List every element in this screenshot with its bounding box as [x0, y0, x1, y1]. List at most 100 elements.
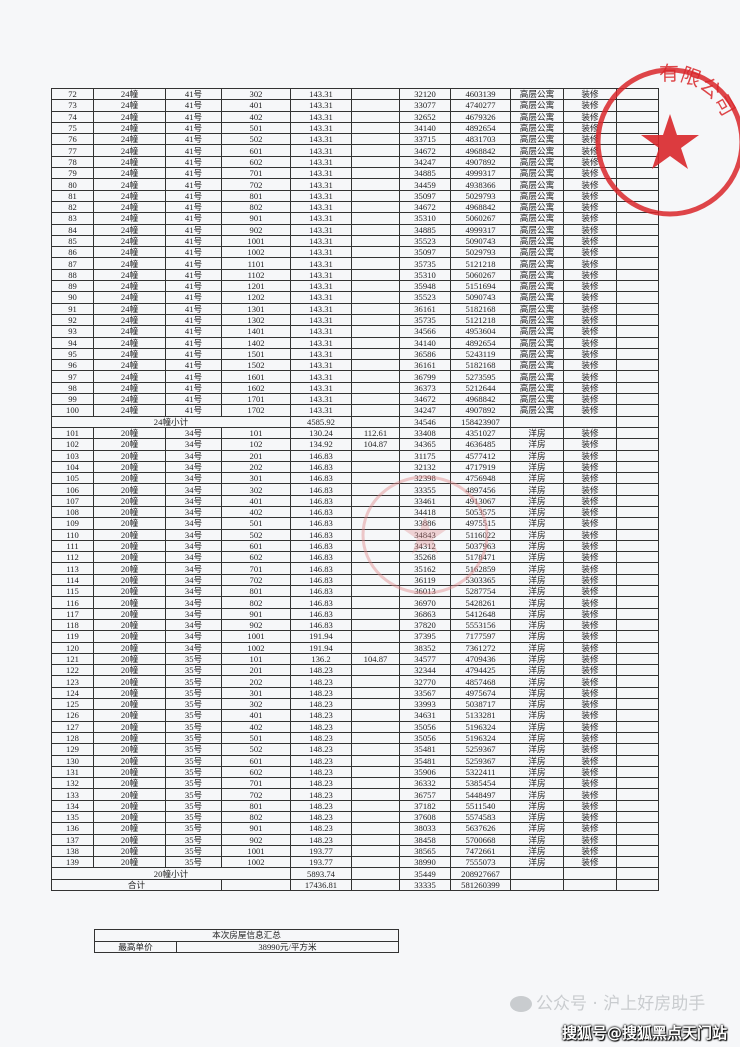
table-row: 118 20幢 34号 902 146.83 37820 5553156 洋房 装修	[51, 618, 659, 632]
building-cell: 20幢	[93, 472, 166, 485]
room-number-cell: 702	[221, 573, 291, 587]
secondary-area-cell	[351, 121, 400, 135]
unit-price-cell: 38033	[399, 822, 451, 835]
secondary-area-cell	[351, 280, 400, 293]
building-cell: 20幢	[93, 799, 166, 813]
secondary-area-cell: 104.87	[351, 438, 400, 451]
property-type-cell: 洋房	[510, 494, 564, 507]
building-cell: 20幢	[93, 528, 166, 541]
unit-price-cell: 32344	[399, 664, 451, 677]
room-number-cell: 401	[221, 99, 291, 112]
room-number-cell: 501	[221, 517, 291, 530]
building-cell: 24幢	[93, 223, 166, 236]
area-cell: 146.83	[290, 460, 352, 474]
area-cell: 143.31	[290, 302, 352, 315]
unit-price-cell: 33461	[399, 494, 451, 507]
area-cell: 146.83	[290, 551, 352, 564]
table-row: 82 24幢 41号 802 143.31 34672 4968842 高层公寓 装修	[51, 200, 659, 214]
secondary-area-cell	[351, 618, 400, 632]
property-type-cell: 洋房	[510, 765, 564, 779]
table-row: 86 24幢 41号 1002 143.31 35097 5029793 高层公寓 装修	[51, 246, 659, 259]
area-cell: 143.31	[290, 257, 352, 270]
row-number-cell: 127	[51, 720, 94, 733]
unit-price-cell: 37182	[399, 799, 451, 813]
remarks-cell	[616, 347, 659, 361]
subtotal-row: 24幢小计 4585.92 34546 158423907	[51, 415, 659, 428]
property-type-cell: 洋房	[510, 573, 564, 587]
remarks-cell	[616, 325, 659, 338]
property-type-cell: 洋房	[510, 799, 564, 813]
row-number-cell: 120	[51, 641, 94, 654]
total-price-cell: 5196324	[450, 731, 511, 745]
row-number-cell: 128	[51, 731, 94, 745]
room-number-cell: 1202	[221, 291, 291, 304]
property-type-cell: 洋房	[510, 652, 564, 666]
unit-cell: 41号	[165, 393, 222, 406]
secondary-area-cell	[351, 641, 400, 654]
subtotal-cell: 208927667	[450, 867, 511, 880]
table-row: 116 20幢 34号 802 146.83 36970 5428261 洋房 装修	[51, 596, 659, 609]
remarks-cell	[616, 664, 659, 677]
decoration-cell: 装修	[563, 844, 617, 858]
total-price-cell: 4794425	[450, 664, 511, 677]
subtotal-cell	[351, 867, 400, 880]
unit-cell: 41号	[165, 121, 222, 135]
table-row: 94 24幢 41号 1402 143.31 34140 4892654 高层公寓 装修	[51, 336, 659, 349]
room-number-cell: 802	[221, 200, 291, 214]
room-number-cell: 1101	[221, 257, 291, 270]
table-row: 108 20幢 34号 402 146.83 34418 5053575 洋房 装修	[51, 505, 659, 519]
decoration-cell: 装修	[563, 370, 617, 383]
secondary-area-cell	[351, 630, 400, 643]
unit-cell: 34号	[165, 460, 222, 474]
row-number-cell: 94	[51, 336, 94, 349]
secondary-area-cell	[351, 573, 400, 587]
subtotal-cell	[616, 415, 659, 428]
remarks-cell	[616, 585, 659, 598]
unit-cell: 34号	[165, 494, 222, 507]
property-type-cell: 洋房	[510, 426, 564, 440]
area-cell: 148.23	[290, 731, 352, 745]
secondary-area-cell	[351, 449, 400, 462]
row-number-cell: 82	[51, 200, 94, 214]
row-number-cell: 118	[51, 618, 94, 632]
unit-price-cell: 33355	[399, 483, 451, 496]
building-cell: 24幢	[93, 178, 166, 191]
room-number-cell: 502	[221, 528, 291, 541]
total-price-cell: 5259367	[450, 743, 511, 756]
total-price-cell: 5287754	[450, 585, 511, 598]
decoration-cell: 装修	[563, 743, 617, 756]
room-number-cell: 1702	[221, 404, 291, 417]
room-number-cell: 602	[221, 765, 291, 779]
total-price-cell: 5196324	[450, 720, 511, 733]
decoration-cell: 装修	[563, 517, 617, 530]
table-row: 84 24幢 41号 902 143.31 34885 4999317 高层公寓 装修	[51, 223, 659, 236]
property-type-cell: 洋房	[510, 618, 564, 632]
unit-price-cell: 35481	[399, 743, 451, 756]
property-type-cell: 洋房	[510, 630, 564, 643]
table-row: 139 20幢 35号 1002 193.77 38990 7555073 洋房 装修	[51, 856, 659, 869]
decoration-cell: 装修	[563, 856, 617, 869]
unit-cell: 41号	[165, 404, 222, 417]
table-row: 99 24幢 41号 1701 143.31 34672 4968842 高层公寓 装修	[51, 393, 659, 406]
decoration-cell: 装修	[563, 765, 617, 779]
unit-cell: 34号	[165, 641, 222, 654]
unit-cell: 34号	[165, 505, 222, 519]
secondary-area-cell	[351, 505, 400, 519]
room-number-cell: 902	[221, 833, 291, 846]
row-number-cell: 74	[51, 110, 94, 123]
remarks-cell	[616, 517, 659, 530]
unit-price-cell: 34140	[399, 121, 451, 135]
table-row: 98 24幢 41号 1602 143.31 36373 5212644 高层公寓 装修	[51, 381, 659, 395]
row-number-cell: 137	[51, 833, 94, 846]
table-row: 89 24幢 41号 1201 143.31 35948 5151694 高层公寓 装修	[51, 280, 659, 293]
property-type-cell: 高层公寓	[510, 178, 564, 191]
room-number-cell: 1502	[221, 359, 291, 372]
remarks-cell	[616, 460, 659, 474]
table-row: 138 20幢 35号 1001 193.77 38565 7472661 洋房 装修	[51, 844, 659, 858]
row-number-cell: 119	[51, 630, 94, 643]
secondary-area-cell	[351, 234, 400, 248]
row-number-cell: 108	[51, 505, 94, 519]
building-cell: 20幢	[93, 844, 166, 858]
remarks-cell	[616, 336, 659, 349]
decoration-cell: 装修	[563, 562, 617, 575]
